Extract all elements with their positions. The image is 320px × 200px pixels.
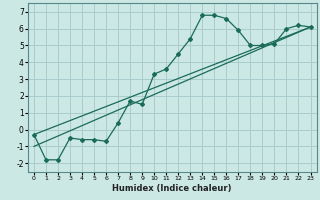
X-axis label: Humidex (Indice chaleur): Humidex (Indice chaleur) bbox=[113, 184, 232, 193]
